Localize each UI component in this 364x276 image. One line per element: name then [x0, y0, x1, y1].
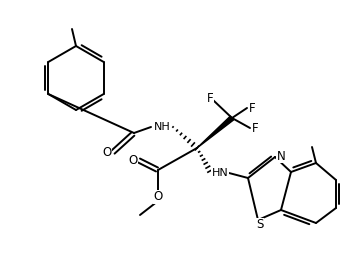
Text: N: N — [277, 150, 285, 163]
Text: F: F — [249, 102, 255, 115]
Text: NH: NH — [154, 122, 170, 132]
Text: HN: HN — [211, 168, 228, 178]
Text: F: F — [252, 123, 258, 136]
Text: O: O — [128, 153, 138, 166]
Polygon shape — [197, 116, 234, 148]
Text: S: S — [256, 219, 264, 232]
Text: F: F — [207, 92, 213, 105]
Text: O: O — [153, 190, 163, 203]
Text: O: O — [102, 147, 112, 160]
